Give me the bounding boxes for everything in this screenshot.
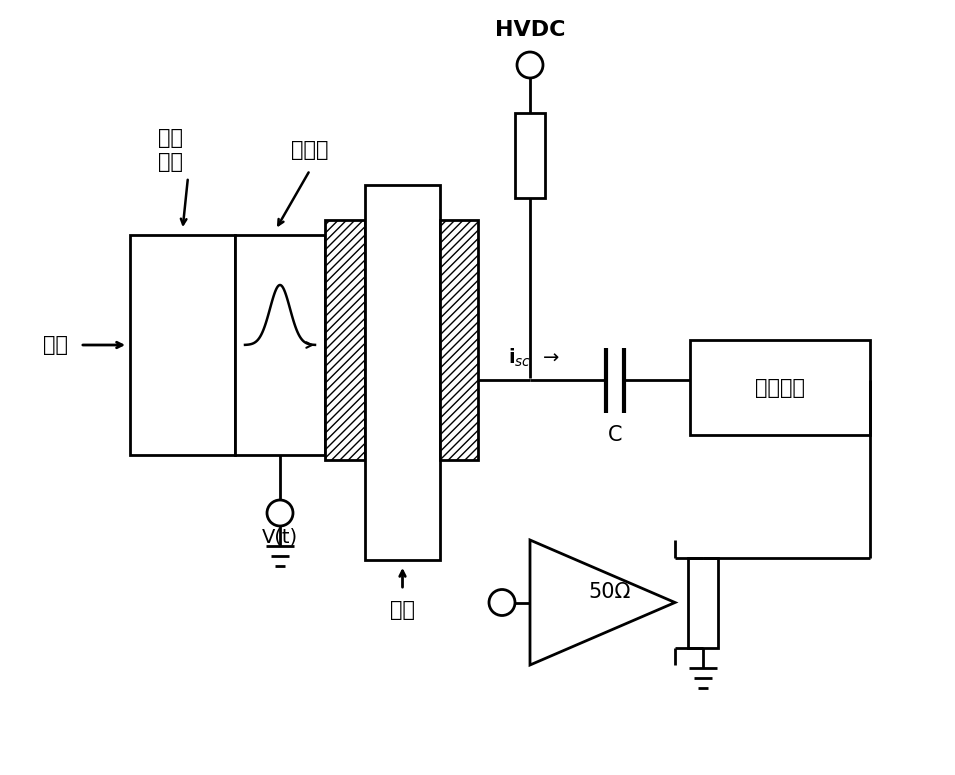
Bar bbox=[440, 220, 478, 460]
Bar bbox=[365, 185, 440, 560]
Bar bbox=[325, 220, 365, 460]
Text: HVDC: HVDC bbox=[495, 20, 565, 40]
Text: 声波导: 声波导 bbox=[291, 140, 329, 160]
Text: 压电
材料: 压电 材料 bbox=[158, 129, 182, 171]
Text: $\mathbf{i}_{sc}$  →: $\mathbf{i}_{sc}$ → bbox=[508, 347, 560, 369]
Text: 背衬: 背衬 bbox=[43, 335, 68, 355]
Bar bbox=[130, 235, 235, 455]
Bar bbox=[688, 557, 718, 647]
Text: V(t): V(t) bbox=[262, 528, 298, 546]
Text: 50Ω: 50Ω bbox=[588, 583, 631, 602]
Bar bbox=[515, 113, 545, 198]
Text: C: C bbox=[607, 425, 623, 445]
Text: 保护电路: 保护电路 bbox=[755, 377, 805, 398]
Text: 试样: 试样 bbox=[390, 600, 415, 620]
Bar bbox=[235, 235, 325, 455]
Bar bbox=[690, 340, 870, 435]
